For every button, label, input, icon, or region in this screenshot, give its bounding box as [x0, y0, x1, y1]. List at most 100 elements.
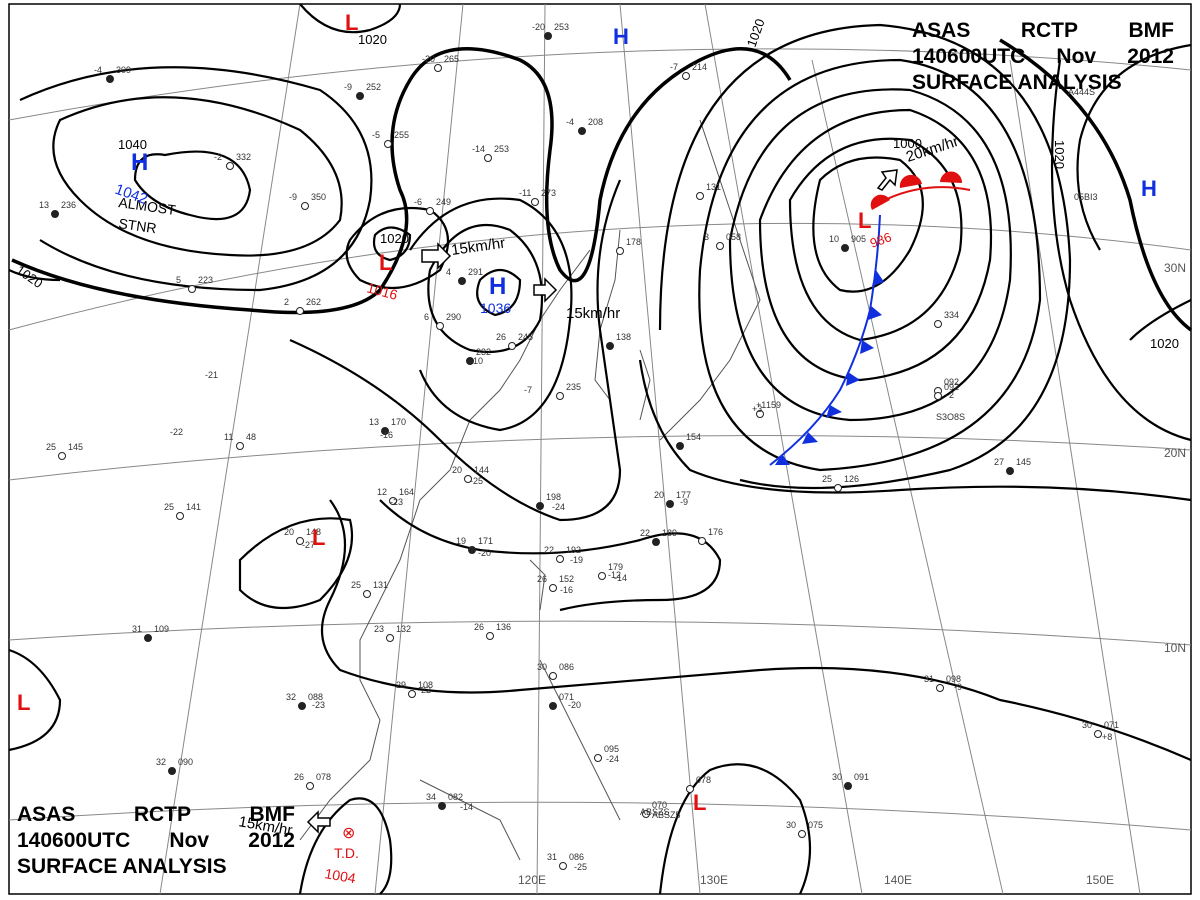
- station-plot: -14 253: [472, 144, 509, 162]
- isobar-low-ring5: [698, 58, 1042, 472]
- station-temperature: 26: [496, 332, 506, 342]
- header-agency: BMF: [1128, 19, 1175, 42]
- grid-labels: 120E 130E 140E 150E 30N 20N 10N: [518, 261, 1186, 887]
- station-circle: [536, 502, 544, 510]
- station-temperature: 26: [537, 574, 547, 584]
- high-center-label: H: [1141, 176, 1157, 201]
- warm-front-semicircle: [899, 174, 922, 188]
- header-line-2: 140600UTC Nov 2012: [912, 44, 1174, 70]
- station-circle: [606, 342, 614, 350]
- station-circle: [682, 72, 690, 80]
- station-plot: 30 071: [1082, 720, 1119, 738]
- station-temperature: 30: [1082, 720, 1092, 730]
- station-value: -23: [312, 700, 325, 710]
- station-temperature: 2: [284, 297, 289, 307]
- station-temperature: -9: [344, 82, 352, 92]
- station-pressure: 245: [518, 332, 533, 342]
- station-pressure: 092: [944, 377, 959, 387]
- station-plot: -11 273: [519, 188, 556, 206]
- station-value: -22: [418, 685, 431, 695]
- meridian-100e: [159, 3, 301, 895]
- station-temperature: 23: [374, 624, 384, 634]
- station-plot: 179: [598, 562, 623, 580]
- station-plot: -4 309: [94, 65, 131, 83]
- isobar-east-H: [1050, 59, 1192, 442]
- parallel-40n: [8, 48, 1192, 121]
- station-pressure: 070: [652, 800, 667, 810]
- low-center-label: L: [858, 208, 871, 233]
- station-plot: 334: [934, 310, 959, 328]
- station-pressure: 078: [696, 775, 711, 785]
- isobar-low-ring2: [788, 137, 963, 342]
- station-plot: 198: [536, 492, 561, 510]
- lat-label-30n: 30N: [1164, 261, 1186, 275]
- japan-coast: [659, 119, 761, 441]
- station-pressure: 253: [554, 22, 569, 32]
- station-pressure: 086: [569, 852, 584, 862]
- china-coast: [299, 249, 591, 841]
- station-circle: [58, 452, 66, 460]
- station-plot: 22 189: [640, 528, 677, 546]
- station-pressure: 176: [708, 527, 723, 537]
- station-plot: 23 132: [374, 624, 411, 642]
- header-year: 2012: [1127, 45, 1174, 68]
- station-pressure: 131: [373, 580, 388, 590]
- station-pressure: 223: [198, 275, 213, 285]
- station-pressure: 092: [944, 382, 959, 392]
- station-temperature: 3: [704, 232, 709, 242]
- taiwan-coast: [529, 559, 546, 611]
- header-line-3: SURFACE ANALYSIS: [17, 855, 227, 878]
- station-plot: 12 164: [377, 487, 414, 505]
- station-temperature: 31: [547, 852, 557, 862]
- station-circle: [549, 584, 557, 592]
- station-circle: [594, 754, 602, 762]
- station-pressure: 145: [68, 442, 83, 452]
- station-pressure: 090: [178, 757, 193, 767]
- station-plot: 138: [606, 332, 631, 350]
- isobar-1040-high: [133, 150, 252, 221]
- lon-label-130e: 130E: [700, 873, 728, 887]
- isobar-1020-thick: [11, 47, 792, 315]
- korea-peninsula: [639, 349, 651, 421]
- station-plot: 34 082: [426, 792, 463, 810]
- isobar-mid-long: [379, 499, 722, 612]
- station-value: -21: [205, 370, 218, 380]
- station-pressure: 145: [1016, 457, 1031, 467]
- station-value: ABSZ5: [652, 810, 681, 820]
- cold-front-tri: [846, 372, 860, 386]
- station-circle: [698, 537, 706, 545]
- station-plot: 26 078: [294, 772, 331, 790]
- station-pressure: 208: [588, 117, 603, 127]
- parallel-20n: [8, 434, 1192, 481]
- high-center-value: 1036: [480, 300, 511, 316]
- isobar-1020-top-low: [299, 3, 402, 34]
- isobar-high2-ring1: [427, 223, 544, 354]
- station-plot: 30 086: [537, 662, 574, 680]
- station-pressure: 214: [692, 62, 707, 72]
- station-circle: [106, 75, 114, 83]
- station-value: -24: [552, 502, 565, 512]
- lat-label-10n: 10N: [1164, 641, 1186, 655]
- station-plot: 11 48: [224, 432, 256, 450]
- station-circle: [556, 392, 564, 400]
- station-pressure: 152: [559, 574, 574, 584]
- station-pressure: 141: [186, 502, 201, 512]
- station-circle: [466, 357, 474, 365]
- station-circle: [531, 198, 539, 206]
- station-temperature: 20: [284, 527, 294, 537]
- station-pressure: 262: [306, 297, 321, 307]
- station-pressure: 905: [851, 234, 866, 244]
- tropical-depression: ⊗ T.D. 1004: [323, 825, 358, 886]
- station-plot: 078: [686, 775, 711, 793]
- station-temperature: 13: [369, 417, 379, 427]
- station-temperature: -9: [289, 192, 297, 202]
- station-circle: [934, 392, 942, 400]
- station-pressure: 088: [308, 692, 323, 702]
- station-circle: [356, 92, 364, 100]
- station-value: -22: [170, 427, 183, 437]
- station-temperature: 31: [132, 624, 142, 634]
- warm-front-semicircle: [940, 171, 963, 183]
- high-center-label: H: [613, 24, 629, 49]
- station-value: -19: [570, 555, 583, 565]
- station-pressure: 178: [626, 237, 641, 247]
